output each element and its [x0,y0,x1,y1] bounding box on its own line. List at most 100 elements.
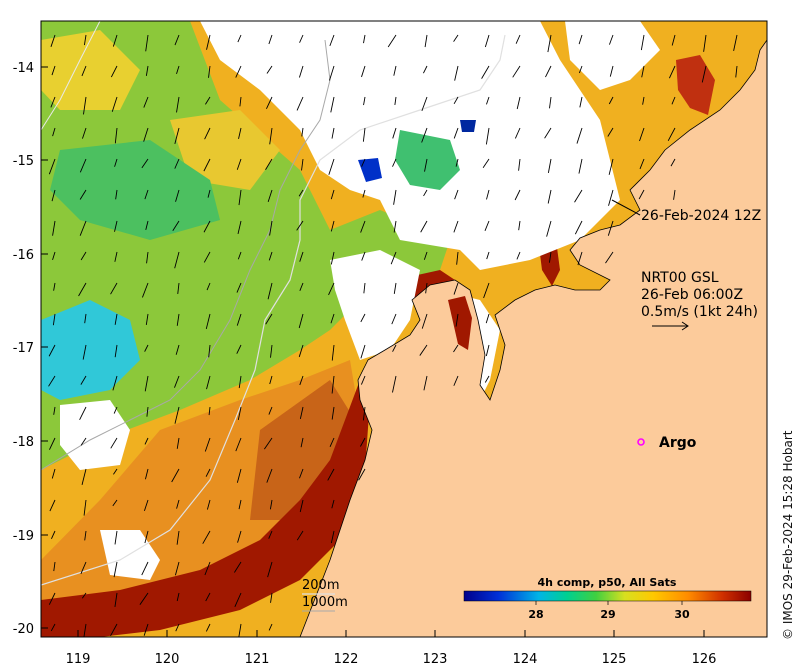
current-vector [202,530,211,544]
current-vector [50,34,56,47]
isobath-200m [41,34,506,586]
current-vector [455,313,459,327]
current-vector [144,468,149,480]
current-vector [142,282,149,298]
current-vector [236,282,242,293]
current-vector [574,189,583,203]
y-tick-label: -18 [13,435,34,450]
current-vector [483,282,490,299]
colorbar-title: 4h comp, p50, All Sats [538,576,677,589]
current-vector [608,189,614,206]
current-vector [481,65,490,79]
current-vector [453,375,459,386]
plot-frame [40,20,768,638]
current-vector [455,158,459,167]
y-axis: -14 -15 -16 -17 -18 -19 -20 [13,61,48,637]
current-vector [82,127,87,139]
current-vector [485,313,490,324]
current-vector [642,96,645,105]
current-vector [486,251,490,260]
current-vector [80,375,87,385]
current-vector [453,220,459,233]
current-vector [299,282,304,292]
current-vector [176,592,180,602]
current-vector [114,158,118,167]
current-vector [205,313,211,330]
current-vector [358,468,366,481]
current-vector [51,65,56,76]
current-vector [203,220,211,233]
current-vector [301,127,304,137]
current-vector [114,220,118,232]
current-vector [298,65,304,78]
current-vector [360,220,366,233]
sst-yellow-patch [41,30,140,110]
sst-blue-patch-2 [460,120,476,132]
current-vector [361,65,366,78]
current-vector [115,189,118,200]
current-vector [268,406,273,415]
current-vector [638,189,645,200]
current-vector [331,375,335,394]
x-tick-label: 123 [423,652,448,667]
current-vector [144,437,149,445]
current-vector [363,34,366,44]
current-vector [53,561,56,572]
current-vector [235,437,242,452]
current-vector [204,127,211,140]
current-vector [423,251,428,260]
current-vector [298,313,304,329]
current-vector [329,65,335,81]
current-vector [391,313,397,325]
current-vector [421,313,428,329]
current-vector [668,65,676,79]
current-vector [578,34,583,45]
colorbar [463,590,752,602]
current-legend-line3: 0.5m/s (1kt 24h) [641,304,758,320]
current-vector [206,282,211,291]
current-vector [360,344,366,359]
current-vector [204,561,211,576]
current-vector [172,220,180,231]
current-vector [237,406,242,420]
current-vectors [48,34,738,637]
current-vector [83,34,87,46]
isobath-1000m [41,39,331,471]
current-vector [269,499,273,510]
current-vector [265,158,273,170]
y-tick-label: -14 [13,61,34,76]
current-vector [394,96,397,106]
current-vector [701,65,707,83]
x-tick-label: 119 [66,652,91,667]
y-tick-label: -19 [13,529,34,544]
current-vector [268,623,273,631]
current-vector [454,65,459,81]
current-vector [578,158,583,174]
argo-float-marker [637,438,645,446]
current-vector [78,282,87,297]
current-vector [143,127,149,142]
sst-cyan-patch [41,300,140,400]
current-vector [50,96,56,108]
current-vector [48,158,56,175]
current-vector [177,282,180,294]
current-vector [205,468,211,477]
current-vector [544,127,552,139]
current-vector [208,406,211,416]
y-tick-label: -16 [13,248,34,263]
current-vector [146,406,149,417]
current-vector [111,96,118,112]
current-vector [299,468,304,479]
current-vector [330,220,335,232]
current-vector [296,96,304,111]
current-vector [484,375,490,383]
current-vector [641,65,645,78]
current-vector [392,127,397,139]
current-vector [640,34,645,51]
current-vector [733,34,738,51]
current-vector [605,251,614,264]
current-vector [671,96,676,105]
current-vector [50,623,56,632]
current-vector [51,189,56,202]
